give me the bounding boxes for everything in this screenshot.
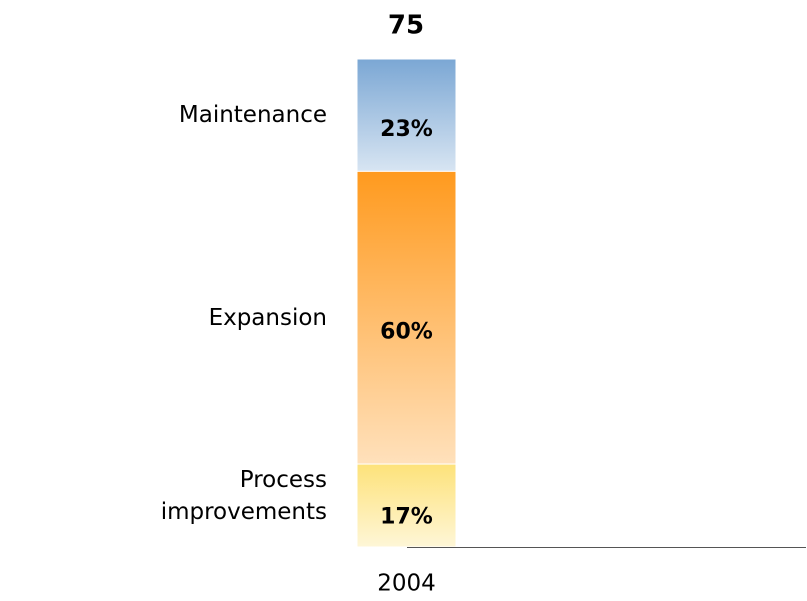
value-label: 60% (380, 320, 433, 345)
segment-name: Expansion (208, 304, 327, 331)
x-tick-label: 2004 (377, 571, 436, 597)
value-label: 17% (380, 505, 433, 530)
bar-segment (356, 170, 457, 465)
bar-segment (356, 463, 457, 548)
segment-name: Maintenance (178, 102, 327, 129)
bar-segment (356, 58, 457, 172)
total-label: 75 (388, 11, 424, 41)
value-label: 23% (380, 117, 433, 142)
segment-name: Process improvements (160, 466, 327, 525)
